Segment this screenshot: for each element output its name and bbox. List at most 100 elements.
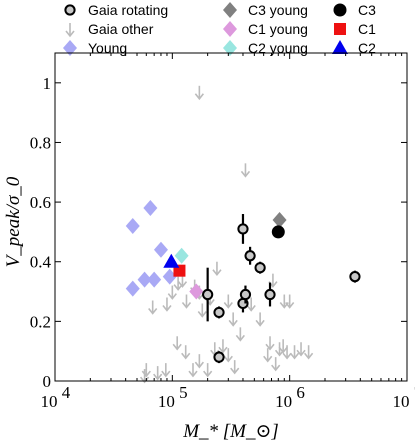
data-point-gaia-other <box>161 363 171 378</box>
data-point-young <box>137 271 152 288</box>
data-point-gaia-other <box>246 297 256 312</box>
legend-item-c1: C1 <box>334 21 376 37</box>
data-point-gaia-rotating <box>264 288 276 301</box>
legend-marker <box>223 21 237 37</box>
legend-item-gaia-rotating: Gaia rotating <box>64 2 168 18</box>
data-point-gaia-other <box>218 339 228 354</box>
data-point-gaia-other <box>235 327 245 342</box>
y-tick-label: 0.4 <box>30 253 52 272</box>
plot-area <box>125 85 361 384</box>
data-point-gaia-other <box>212 261 222 277</box>
legend-item-gaia-other: Gaia other <box>65 21 154 38</box>
data-point-gaia-other <box>289 345 300 360</box>
x-tick-exponent: 5 <box>179 383 188 402</box>
data-point-gaia-other <box>203 363 213 378</box>
y-tick-label: 0.8 <box>30 133 51 152</box>
data-point-gaia-other <box>296 342 306 357</box>
legend-item-young: Young <box>63 40 127 56</box>
data-point-gaia-other <box>263 348 273 363</box>
data-point-gaia-other <box>223 348 233 363</box>
data-point-gaia-other <box>230 360 240 375</box>
legend-marker <box>334 23 346 35</box>
data-point-young <box>162 268 177 285</box>
x-tick-label: 10 <box>41 392 58 411</box>
y-tick-label: 0.6 <box>30 193 51 212</box>
legend-marker <box>332 40 348 54</box>
plot-frame <box>54 52 408 382</box>
data-point-gaia-other <box>271 357 281 372</box>
series-c1-young <box>189 283 204 300</box>
data-point-gaia-other <box>141 363 151 378</box>
series-c2 <box>163 253 180 268</box>
legend-item-c2: C2 <box>332 40 376 56</box>
data-point-gaia-other <box>167 285 177 300</box>
data-point-gaia-other <box>285 294 295 309</box>
data-point-c3-young <box>272 211 287 228</box>
data-point-gaia-other <box>194 85 204 101</box>
x-tick-exponent: 7 <box>414 383 415 402</box>
data-point-gaia-rotating <box>239 288 252 301</box>
legend-label: C2 <box>358 40 376 56</box>
legend-label: C3 young <box>248 2 308 18</box>
data-point-gaia-rotating <box>213 306 225 319</box>
data-point-young <box>143 200 158 217</box>
data-point-gaia-other <box>255 312 265 327</box>
data-point-c2 <box>163 253 180 268</box>
y-tick-label: 0.2 <box>30 312 51 331</box>
legend-item-c2-young: C2 young <box>223 40 308 56</box>
legend-marker <box>65 23 75 38</box>
legend-marker <box>223 2 237 18</box>
data-point-young <box>125 217 140 234</box>
data-point-gaia-rotating <box>213 351 225 363</box>
y-tick-label: 1 <box>43 74 52 93</box>
legend-label: Young <box>88 40 127 56</box>
data-point-young <box>153 241 168 258</box>
x-tick-label: 10 <box>158 392 175 411</box>
data-point-c1-young <box>189 283 204 300</box>
data-point-gaia-other <box>194 354 204 369</box>
x-tick-exponent: 4 <box>62 383 71 402</box>
data-point-gaia-rotating <box>254 262 266 274</box>
data-point-c2-young <box>174 247 189 264</box>
x-tick-exponent: 6 <box>296 383 305 402</box>
legend-marker <box>333 3 347 17</box>
data-point-c3 <box>271 225 285 239</box>
legend-label: C1 <box>358 21 376 37</box>
data-point-gaia-rotating <box>349 271 361 283</box>
legend-marker <box>223 40 237 56</box>
x-tick-label: 10 <box>275 392 292 411</box>
legend-label: C1 young <box>248 21 308 37</box>
data-point-gaia-other <box>162 297 172 312</box>
y-tick-label: 0 <box>43 372 52 391</box>
data-point-gaia-other <box>265 336 275 351</box>
legend: Gaia rotating Gaia other Young C3 young C1 y… <box>63 2 376 56</box>
series-gaia-rotating <box>202 214 361 364</box>
data-point-gaia-other <box>148 300 158 315</box>
x-tick-label: 10 <box>393 392 410 411</box>
legend-marker <box>63 40 77 56</box>
legend-label: Gaia other <box>88 21 154 37</box>
legend-label: Gaia rotating <box>88 2 168 18</box>
series-young <box>125 200 177 297</box>
data-point-gaia-other <box>153 366 163 381</box>
legend-item-c1-young: C1 young <box>223 21 308 37</box>
data-point-gaia-other <box>172 336 182 351</box>
series-c3 <box>271 225 285 239</box>
series-c3-young <box>272 211 287 228</box>
legend-item-c3-young: C3 young <box>223 2 308 18</box>
data-point-gaia-rotating <box>202 288 214 301</box>
legend-marker <box>64 4 76 16</box>
data-point-gaia-other <box>228 312 238 327</box>
legend-item-c3: C3 <box>333 2 376 18</box>
data-point-young <box>125 280 140 297</box>
x-axis-label: M_* [M_⊙] <box>182 421 279 442</box>
series-gaia-other <box>139 85 314 384</box>
y-axis-label: V_peak/σ_0 <box>3 176 24 267</box>
data-point-gaia-other <box>278 339 288 354</box>
data-point-gaia-rotating <box>237 223 249 235</box>
axes: 10410510610700.20.40.60.81 <box>30 52 415 411</box>
data-point-gaia-other <box>173 276 183 291</box>
data-point-young <box>147 271 162 288</box>
legend-label: C3 <box>358 2 376 18</box>
data-point-gaia-other <box>181 294 192 309</box>
